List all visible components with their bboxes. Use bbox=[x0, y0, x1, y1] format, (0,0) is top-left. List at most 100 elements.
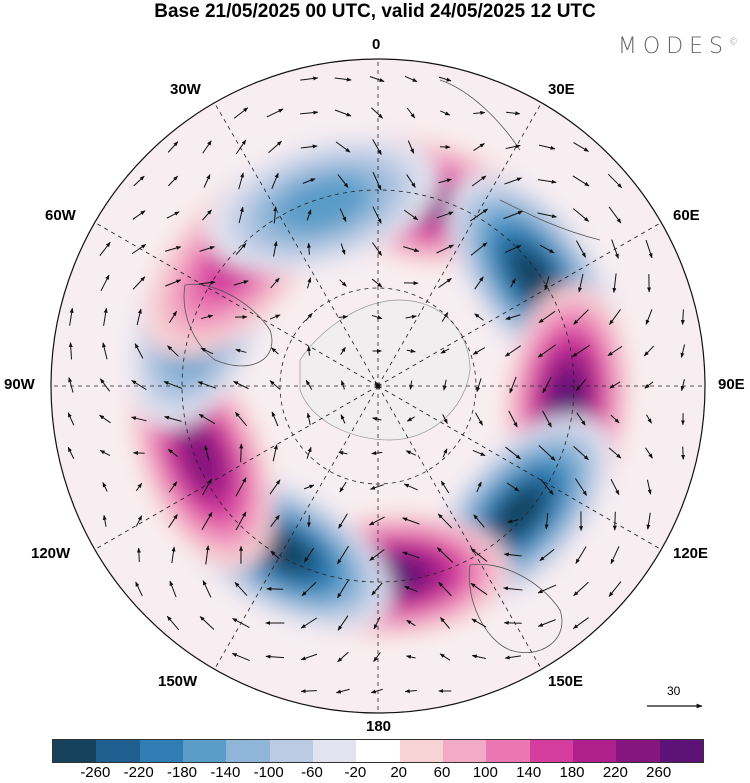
wind-arrow bbox=[612, 273, 617, 294]
wind-arrow bbox=[506, 111, 521, 116]
brand-mark: © bbox=[729, 37, 738, 48]
wind-arrow bbox=[544, 276, 550, 291]
wind-arrow bbox=[266, 108, 284, 118]
wind-arrow bbox=[371, 242, 383, 256]
wind-arrow bbox=[202, 478, 212, 496]
wind-arrow bbox=[537, 344, 557, 358]
wind-arrow bbox=[271, 347, 279, 355]
wind-arrow bbox=[300, 653, 318, 661]
wind-arrow bbox=[437, 513, 453, 529]
label-lon-30e: 30E bbox=[548, 81, 575, 98]
wind-arrow bbox=[273, 206, 278, 224]
wind-arrow bbox=[643, 345, 655, 357]
wind-arrow bbox=[300, 617, 318, 629]
colorbar-tick-label: 260 bbox=[646, 764, 672, 781]
wind-arrow bbox=[406, 174, 416, 188]
wind-arrow bbox=[644, 381, 654, 389]
wind-arrow bbox=[340, 243, 346, 255]
wind-arrow bbox=[202, 140, 212, 154]
wind-arrow bbox=[403, 246, 420, 252]
wind-arrow bbox=[102, 482, 108, 492]
wind-arrow bbox=[438, 278, 452, 288]
wind-arrow bbox=[438, 178, 452, 184]
wind-arrow bbox=[271, 172, 279, 189]
wind-arrow bbox=[201, 511, 213, 531]
wind-arrow bbox=[472, 347, 486, 355]
wind-arrow bbox=[646, 414, 652, 424]
wind-arrow bbox=[505, 446, 521, 460]
wind-arrow bbox=[476, 481, 482, 493]
colorbar-tick-label: -100 bbox=[253, 764, 284, 781]
wind-arrow bbox=[235, 511, 247, 531]
wind-arrow bbox=[402, 517, 420, 525]
colorbar-swatch bbox=[226, 740, 270, 762]
wind-arrow bbox=[306, 209, 312, 221]
wind-arrow bbox=[503, 210, 523, 220]
colorbar-tick-label: 220 bbox=[602, 764, 628, 781]
wind-arrow bbox=[373, 652, 381, 662]
wind-arrow bbox=[575, 546, 587, 564]
wind-arrow bbox=[438, 76, 452, 82]
colorbar-tick-label: 60 bbox=[433, 764, 451, 781]
label-lon-150w: 150W bbox=[158, 673, 198, 690]
wind-arrow bbox=[537, 179, 557, 184]
wind-arrow bbox=[271, 411, 279, 427]
wind-vectors bbox=[67, 75, 686, 694]
wind-arrow bbox=[470, 548, 488, 562]
wind-arrow bbox=[407, 140, 415, 154]
wind-arrow bbox=[470, 208, 489, 222]
wind-arrow bbox=[164, 415, 182, 422]
wind-arrow bbox=[171, 546, 176, 564]
wind-arrow bbox=[269, 314, 281, 320]
wind-arrow bbox=[406, 107, 416, 119]
wind-arrow bbox=[506, 482, 520, 492]
wind-arrow bbox=[233, 107, 249, 119]
wind-arrow bbox=[334, 109, 352, 117]
wind-arrow bbox=[300, 110, 319, 115]
map-border bbox=[50, 58, 706, 714]
wind-arrow bbox=[610, 479, 620, 496]
wind-arrow bbox=[339, 279, 347, 287]
wind-arrow bbox=[268, 140, 282, 154]
wind-arrow bbox=[199, 246, 215, 252]
wind-arrow bbox=[306, 412, 311, 426]
wind-arrow bbox=[307, 277, 312, 289]
wind-arrow bbox=[573, 142, 589, 152]
anomaly-contour bbox=[496, 488, 543, 538]
colorbar-swatch bbox=[356, 740, 400, 762]
wind-arrow bbox=[339, 208, 347, 223]
wind-arrow bbox=[472, 449, 486, 457]
wind-arrow bbox=[234, 582, 248, 596]
wind-arrow bbox=[338, 451, 348, 455]
wind-arrow bbox=[341, 380, 345, 390]
wind-arrow bbox=[470, 582, 488, 596]
anomaly-contour bbox=[180, 424, 223, 490]
wind-arrow bbox=[134, 343, 144, 359]
colorbar-tick-label: -180 bbox=[166, 764, 198, 781]
modes-logo: MODES© bbox=[618, 34, 738, 59]
wind-arrow bbox=[67, 446, 75, 459]
wind-arrow bbox=[368, 516, 385, 526]
wind-arrow bbox=[99, 449, 111, 457]
wind-arrow bbox=[338, 513, 348, 529]
wind-arrow bbox=[203, 174, 211, 188]
wind-arrow bbox=[680, 379, 685, 392]
meridian-line bbox=[214, 385, 379, 670]
wind-arrow bbox=[610, 414, 620, 424]
colorbar-swatch bbox=[269, 740, 313, 762]
wind-arrow bbox=[440, 348, 450, 354]
colorbar-swatch bbox=[96, 740, 140, 762]
wind-arrow bbox=[440, 617, 450, 629]
wind-arrow bbox=[339, 481, 347, 493]
wind-arrow bbox=[303, 484, 315, 490]
wind-arrow bbox=[233, 380, 249, 390]
wind-arrow bbox=[503, 552, 522, 557]
wind-arrow bbox=[576, 412, 586, 426]
wind-arrow bbox=[576, 240, 586, 258]
wind-arrow bbox=[67, 412, 75, 426]
wind-arrow bbox=[307, 345, 311, 356]
wind-arrow bbox=[542, 376, 552, 394]
latitude-circle bbox=[181, 189, 575, 583]
graticule bbox=[51, 59, 705, 713]
wind-arrow bbox=[305, 379, 313, 390]
